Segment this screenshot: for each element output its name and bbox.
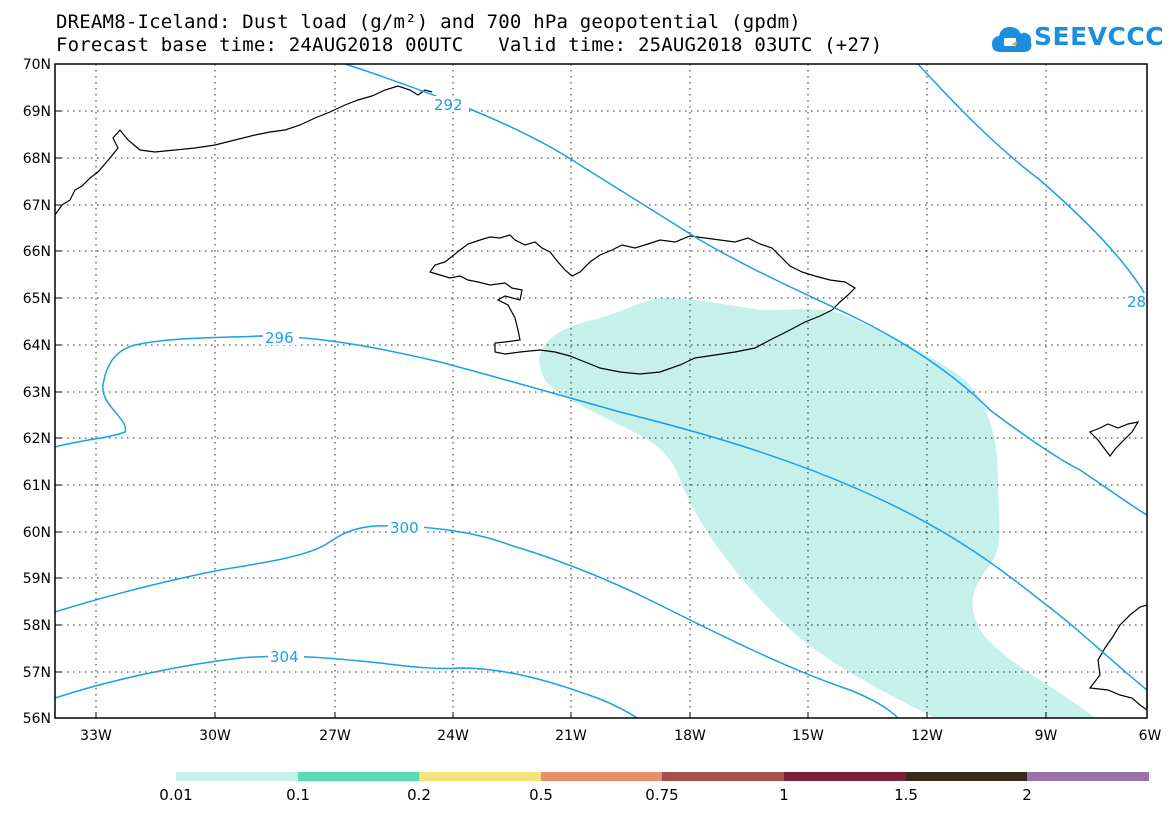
dust-load-area — [539, 298, 1095, 718]
colorbar-swatch — [176, 772, 298, 781]
geopotential-contours — [54, 63, 1148, 719]
contour-288 — [917, 63, 1148, 301]
colorbar-label: 0.5 — [529, 786, 553, 804]
longitude-labels: 33W 30W 27W 24W 21W 18W 15W 12W 9W 6W — [80, 728, 1161, 744]
colorbar-label: 2 — [1022, 786, 1032, 804]
coastlines — [54, 85, 1148, 712]
lon-label: 12W — [911, 728, 943, 744]
lon-label: 24W — [437, 728, 469, 744]
lon-label: 9W — [1035, 728, 1058, 744]
lon-label: 33W — [80, 728, 112, 744]
lat-label: 69N — [23, 104, 51, 120]
iceland-coast — [429, 234, 856, 375]
lat-label: 63N — [23, 385, 51, 401]
colorbar-swatch — [662, 772, 784, 781]
contour-label-296: 296 — [265, 329, 294, 347]
colorbar-swatch — [1027, 772, 1149, 781]
contour-label-288: 28 — [1127, 293, 1146, 311]
logo-text: SEEVCCC — [1034, 22, 1165, 51]
colorbar-swatch — [298, 772, 419, 781]
colorbar-label: 1 — [779, 786, 789, 804]
cloud-icon — [992, 27, 1032, 52]
faroe-coast — [1088, 421, 1140, 457]
scotland-coast — [1088, 604, 1148, 712]
lat-label: 64N — [23, 338, 51, 354]
colorbar-label: 1.5 — [894, 786, 918, 804]
colorbar-label: 0.2 — [407, 786, 431, 804]
lat-label: 58N — [23, 618, 51, 634]
latitude-labels: 70N 69N 68N 67N 66N 65N 64N 63N 62N 61N … — [23, 57, 51, 727]
lon-label: 21W — [555, 728, 587, 744]
colorbar-swatch — [784, 772, 906, 781]
contour-label-300: 300 — [390, 519, 419, 537]
lat-label: 62N — [23, 431, 51, 447]
lat-label: 68N — [23, 151, 51, 167]
colorbar-label: 0.75 — [645, 786, 678, 804]
map-frame — [54, 63, 1148, 719]
contour-300 — [54, 525, 899, 719]
lat-label: 66N — [23, 244, 51, 260]
lat-label: 70N — [23, 57, 51, 73]
greenland-coast — [54, 85, 433, 216]
contour-296 — [54, 335, 1148, 691]
colorbar-swatch — [906, 772, 1027, 781]
contour-label-292: 292 — [434, 96, 463, 114]
contour-labels: 292 296 300 304 28 — [263, 96, 1147, 666]
lat-label: 59N — [23, 571, 51, 587]
colorbar: 0.01 0.1 0.2 0.5 0.75 1 1.5 2 — [159, 772, 1149, 804]
lat-label: 56N — [23, 711, 51, 727]
contour-292 — [344, 63, 1148, 516]
map-title: DREAM8-Iceland: Dust load (g/m²) and 700… — [56, 11, 801, 33]
seevccc-logo: SEEVCCC — [990, 18, 1170, 58]
colorbar-label: 0.01 — [159, 786, 192, 804]
lat-label: 65N — [23, 291, 51, 307]
colorbar-swatch — [419, 772, 541, 781]
lat-label: 60N — [23, 525, 51, 541]
colorbar-label: 0.1 — [286, 786, 310, 804]
lat-label: 67N — [23, 198, 51, 214]
lon-label: 15W — [792, 728, 824, 744]
tick-marks — [55, 63, 1047, 719]
map-subtitle: Forecast base time: 24AUG2018 00UTC Vali… — [56, 34, 883, 56]
lon-label: 30W — [199, 728, 231, 744]
lat-label: 61N — [23, 478, 51, 494]
lon-label: 18W — [674, 728, 706, 744]
lon-label: 6W — [1139, 728, 1162, 744]
colorbar-swatch — [541, 772, 662, 781]
lon-label: 27W — [319, 728, 351, 744]
lat-label: 57N — [23, 665, 51, 681]
contour-304 — [54, 655, 638, 719]
contour-label-304: 304 — [270, 648, 299, 666]
